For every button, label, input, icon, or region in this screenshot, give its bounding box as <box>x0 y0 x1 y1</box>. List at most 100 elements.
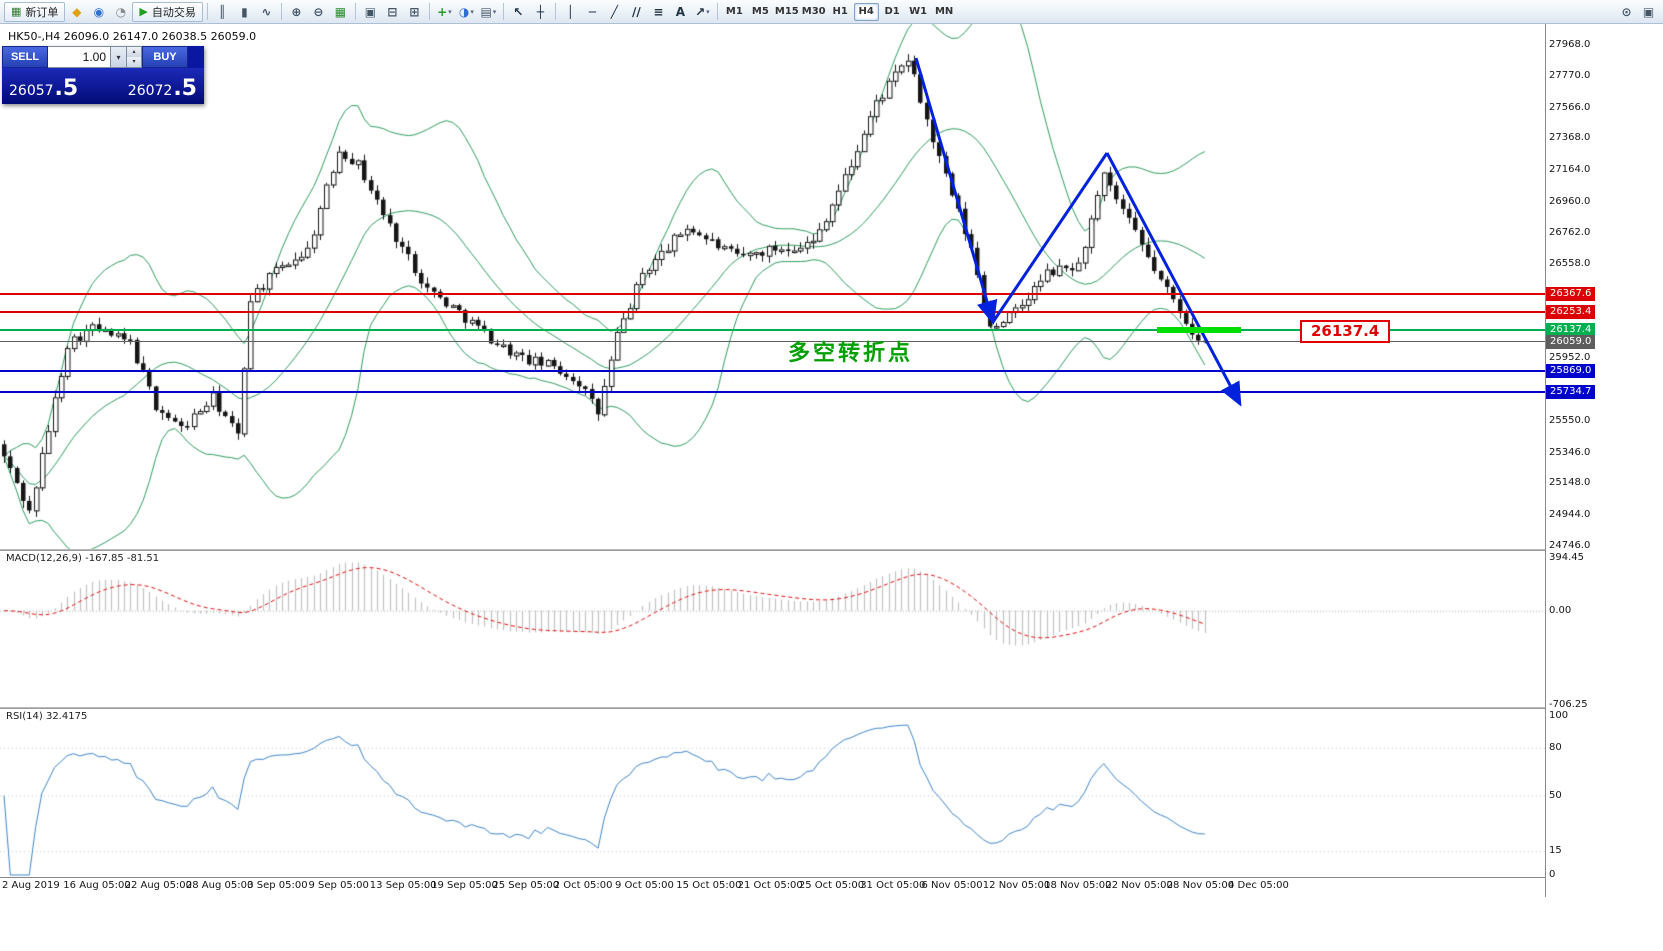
timeframe-w1[interactable]: W1 <box>909 6 928 17</box>
cascade-windows-icon[interactable]: ▣ <box>360 2 381 22</box>
macd-panel-separator[interactable] <box>0 549 1545 551</box>
tile-windows-icon[interactable]: ▦ <box>330 2 351 22</box>
time-axis-label: 22 Aug 05:00 <box>124 880 193 891</box>
buy-button[interactable]: BUY <box>142 46 188 68</box>
volume-dropdown[interactable]: ▾ <box>111 46 127 68</box>
layout-icon[interactable]: ▣ <box>1638 2 1659 22</box>
arrows-tool-glyph: ↗ <box>695 4 706 19</box>
price-tag-26253-4: 26253.4 <box>1546 304 1596 319</box>
timeframe-h4[interactable]: H4 <box>853 2 879 21</box>
buy-price[interactable]: 26072 .5 <box>103 76 197 101</box>
price-callout-box[interactable]: 26137.4 <box>1300 320 1391 343</box>
toolbar-separator <box>716 3 718 20</box>
chart-templates-glyph: ▤ <box>480 4 492 19</box>
zoom-out-icon[interactable]: ⊖ <box>308 2 329 22</box>
time-axis-label: 6 Nov 05:00 <box>921 880 983 891</box>
trendline-tool-icon[interactable]: ╱ <box>604 2 625 22</box>
new-order-glyph: ▦ <box>11 5 22 18</box>
chart-templates-icon[interactable]: ▤ ▾ <box>478 2 499 22</box>
price-axis-label: 27968.0 <box>1549 39 1591 50</box>
rsi-panel-separator[interactable] <box>0 707 1545 709</box>
toolbar-separator <box>280 3 282 20</box>
time-axis-label: 9 Sep 05:00 <box>308 880 369 891</box>
time-axis-label: 4 Dec 05:00 <box>1228 880 1289 891</box>
support-line-25734[interactable] <box>0 391 1545 394</box>
fibonacci-tool-icon[interactable]: ≡ <box>648 2 669 22</box>
macd-indicator-label: MACD(12,26,9) -167.85 -81.51 <box>6 553 160 564</box>
volume-step-down-icon[interactable]: ▾ <box>127 57 141 67</box>
horizontal-line-tool-icon[interactable]: ─ <box>582 2 603 22</box>
community-icon[interactable]: ◉ <box>88 2 109 22</box>
deposit-glyph: ◆ <box>72 4 82 19</box>
ohlc-readout: HK50-,H4 26096.0 26147.0 26038.5 26059.0 <box>8 30 257 43</box>
cursor-glyph: ↖ <box>513 4 524 19</box>
deposit-icon[interactable]: ◆ <box>66 2 87 22</box>
zoom-in-icon[interactable]: ⊕ <box>286 2 307 22</box>
volume-input[interactable] <box>48 46 111 68</box>
timeframe-m30[interactable]: M30 <box>801 6 826 17</box>
sell-button[interactable]: SELL <box>2 46 48 68</box>
text-tool-icon[interactable]: A <box>670 2 691 22</box>
sell-price[interactable]: 26057 .5 <box>9 76 103 101</box>
autotrading-button[interactable]: ▶ 自动交易 <box>132 1 203 22</box>
channel-tool-icon[interactable]: ∕∕ <box>626 2 647 22</box>
bar-chart-icon[interactable]: ║ <box>212 2 233 22</box>
crosshair-icon[interactable]: ┼ <box>530 2 551 22</box>
timeframe-mn[interactable]: MN <box>934 6 954 17</box>
refresh-icon[interactable]: ◔ <box>110 2 131 22</box>
one-click-trading-panel: SELL ▾ ▴ ▾ BUY 26057 .5 26072 .5 <box>2 46 204 104</box>
time-axis-label: 31 Oct 05:00 <box>860 880 926 891</box>
resistance-line-26253[interactable] <box>0 310 1545 313</box>
volume-step-up-icon[interactable]: ▴ <box>127 47 141 57</box>
time-axis-label: 9 Oct 05:00 <box>615 880 674 891</box>
time-axis-label: 15 Oct 05:00 <box>676 880 742 891</box>
rsi-axis-label: 0 <box>1549 869 1556 880</box>
price-axis-label: 25148.0 <box>1549 477 1591 489</box>
timeframe-m15[interactable]: M15 <box>774 6 799 17</box>
timeframe-d1[interactable]: D1 <box>884 6 900 17</box>
resistance-line-26367[interactable] <box>0 292 1545 295</box>
price-axis-label: 26558.0 <box>1549 258 1591 270</box>
arrows-tool-icon[interactable]: ↗ ▾ <box>692 2 713 22</box>
rsi-indicator-label: RSI(14) 32.4175 <box>6 711 88 722</box>
tile-windows-glyph: ▦ <box>334 4 347 19</box>
tile-horizontal-icon[interactable]: ⊟ <box>382 2 403 22</box>
new-order-button[interactable]: ▦ 新订单 <box>4 1 66 22</box>
timeframe-h1[interactable]: H1 <box>832 6 848 17</box>
macd-axis-label: 0.00 <box>1549 604 1572 616</box>
autotrading-glyph: ▶ <box>139 5 148 18</box>
line-chart-icon[interactable]: ∿ <box>256 2 277 22</box>
vertical-line-tool-glyph: │ <box>566 4 574 19</box>
refresh-glyph: ◔ <box>115 4 127 19</box>
volume-stepper[interactable]: ▴ ▾ <box>127 46 142 68</box>
new-chart-icon[interactable]: + ▾ <box>434 2 455 22</box>
cursor-icon[interactable]: ↖ <box>508 2 529 22</box>
time-axis-label: 21 Oct 05:00 <box>737 880 803 891</box>
support-line-25869[interactable] <box>0 370 1545 373</box>
pivot-line-26137[interactable] <box>0 328 1545 331</box>
price-axis-label: 27566.0 <box>1549 101 1591 113</box>
price-axis-border <box>1545 24 1546 897</box>
price-tag-26367-6: 26367.6 <box>1546 286 1596 301</box>
chart-profiles-icon[interactable]: ◑ ▾ <box>456 2 477 22</box>
sell-price-main: 26057 <box>9 83 54 99</box>
timeframe-m5[interactable]: M5 <box>751 6 769 17</box>
candlestick-chart-icon[interactable]: ▮ <box>234 2 255 22</box>
support-highlight-segment[interactable] <box>1157 326 1241 333</box>
current-price-line[interactable] <box>0 341 1545 343</box>
price-axis-label: 26960.0 <box>1549 195 1591 207</box>
search-icon[interactable]: ⊙ <box>1616 2 1637 22</box>
time-axis-label: 28 Nov 05:00 <box>1166 880 1235 891</box>
zoom-out-glyph: ⊖ <box>313 4 324 19</box>
rsi-axis-label: 100 <box>1549 710 1569 721</box>
search-glyph: ⊙ <box>1621 4 1632 19</box>
trade-panel-controls: SELL ▾ ▴ ▾ BUY <box>2 46 204 68</box>
vertical-line-tool-icon[interactable]: │ <box>560 2 581 22</box>
chart-annotation-text[interactable]: 多空转折点 <box>788 341 914 366</box>
rsi-axis-label: 80 <box>1549 741 1562 753</box>
tile-vertical-icon[interactable]: ⊞ <box>404 2 425 22</box>
autotrading-button-label: 自动交易 <box>151 5 196 19</box>
rsi-axis-label: 15 <box>1549 845 1562 857</box>
timeframe-m1[interactable]: M1 <box>725 6 743 17</box>
